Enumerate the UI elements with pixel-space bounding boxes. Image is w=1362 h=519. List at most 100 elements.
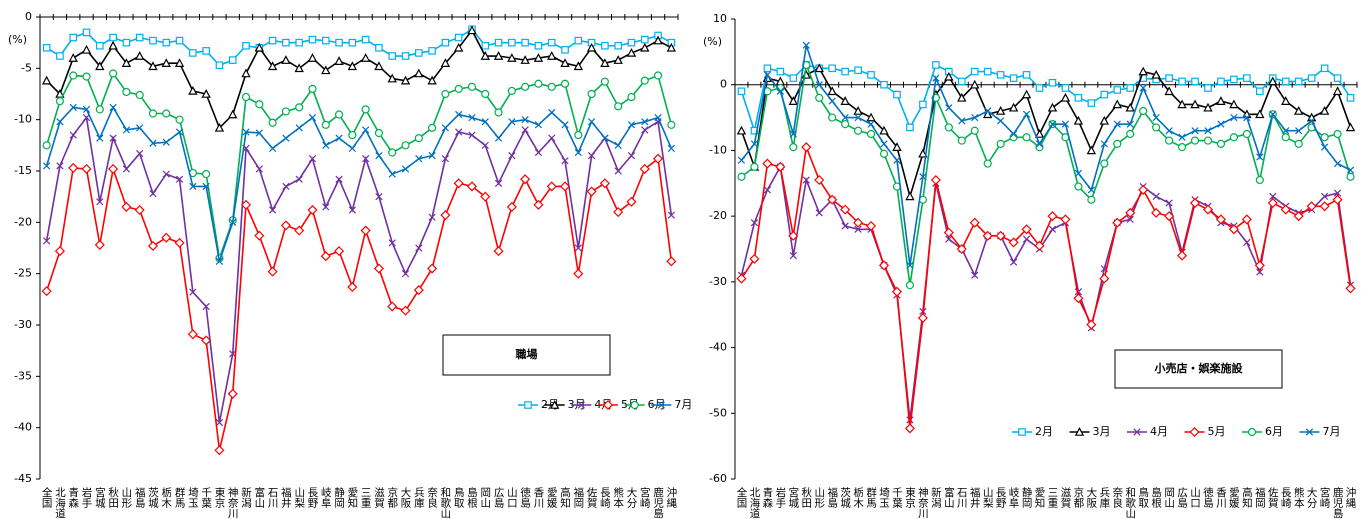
marker: [480, 191, 491, 202]
marker: [202, 47, 210, 55]
marker: [1191, 127, 1199, 135]
marker: [788, 96, 799, 105]
series-line: [45, 115, 673, 423]
marker: [400, 75, 411, 85]
marker: [574, 130, 583, 140]
y-tick-label: 10: [713, 12, 727, 25]
marker: [295, 175, 303, 183]
x-tick-label: 三重: [360, 487, 372, 508]
y-tick-label: -25: [14, 267, 32, 280]
marker: [401, 165, 410, 173]
marker: [892, 142, 902, 151]
marker: [614, 141, 622, 149]
marker: [559, 181, 571, 192]
x-tick-label: 東京: [904, 486, 916, 509]
x-tick-label: 秋田: [107, 486, 119, 508]
marker: [639, 163, 650, 174]
marker: [775, 161, 786, 172]
marker: [640, 42, 650, 52]
marker: [241, 68, 251, 78]
marker: [956, 243, 967, 255]
marker: [282, 38, 290, 47]
marker: [654, 113, 662, 122]
marker: [242, 41, 250, 50]
marker: [814, 174, 825, 186]
marker: [1269, 192, 1277, 201]
x-tick-label: 全国: [735, 486, 747, 509]
marker: [1178, 133, 1186, 141]
marker: [853, 217, 864, 228]
marker: [561, 46, 569, 54]
marker: [880, 140, 888, 148]
marker: [149, 189, 157, 198]
marker: [56, 162, 64, 170]
marker: [454, 33, 463, 42]
marker: [906, 416, 914, 424]
marker: [982, 109, 993, 119]
series-line: [46, 28, 672, 130]
marker: [494, 38, 503, 47]
x-tick-label: 滋賀: [1059, 486, 1071, 509]
marker: [295, 124, 303, 132]
marker: [561, 121, 569, 129]
marker: [1021, 89, 1032, 99]
x-tick-label: 岐阜: [1008, 486, 1020, 509]
marker: [335, 134, 343, 142]
marker: [534, 121, 543, 129]
marker: [763, 64, 772, 73]
marker: [1138, 184, 1149, 195]
x-tick-label: 東京: [213, 486, 225, 509]
marker: [308, 84, 317, 93]
marker: [878, 260, 890, 271]
marker: [573, 61, 584, 71]
marker: [815, 209, 823, 217]
marker: [375, 151, 383, 160]
x-tick-label: 徳島: [1202, 486, 1214, 509]
marker: [202, 182, 210, 191]
marker: [322, 141, 330, 149]
x-tick-label: 奈良: [426, 486, 438, 509]
marker: [400, 305, 411, 316]
y-tick-label: -10: [14, 113, 32, 126]
marker: [1113, 86, 1122, 94]
marker: [348, 206, 356, 214]
marker: [905, 191, 915, 201]
x-tick-label: 愛知: [1034, 486, 1046, 508]
marker: [267, 266, 278, 277]
marker: [1269, 110, 1277, 118]
marker: [867, 71, 875, 79]
x-tick-label: 岩手: [774, 486, 786, 509]
x-tick-label: 福島: [826, 486, 838, 509]
x-tick-label: 愛知: [346, 486, 358, 508]
marker: [1022, 133, 1031, 142]
marker: [1204, 127, 1212, 135]
marker: [508, 151, 516, 160]
marker: [109, 103, 117, 111]
marker: [1320, 133, 1329, 142]
marker: [281, 107, 290, 116]
marker: [1295, 127, 1303, 135]
marker: [148, 109, 158, 118]
marker: [1346, 172, 1355, 181]
marker: [174, 237, 185, 248]
marker: [109, 33, 117, 42]
marker: [241, 92, 251, 102]
marker: [361, 105, 370, 114]
marker: [1242, 129, 1251, 139]
marker: [455, 110, 463, 119]
marker: [854, 225, 862, 233]
marker: [1281, 77, 1290, 86]
marker: [1320, 64, 1329, 73]
marker: [879, 149, 889, 158]
marker: [932, 74, 940, 82]
marker: [95, 105, 104, 114]
marker: [1061, 120, 1070, 128]
marker: [1035, 84, 1044, 92]
marker: [360, 225, 371, 236]
marker: [574, 148, 582, 157]
marker: [121, 201, 132, 212]
marker: [441, 89, 450, 99]
marker: [736, 125, 747, 135]
x-tick-label: 京都: [386, 486, 398, 509]
marker: [1333, 159, 1342, 168]
